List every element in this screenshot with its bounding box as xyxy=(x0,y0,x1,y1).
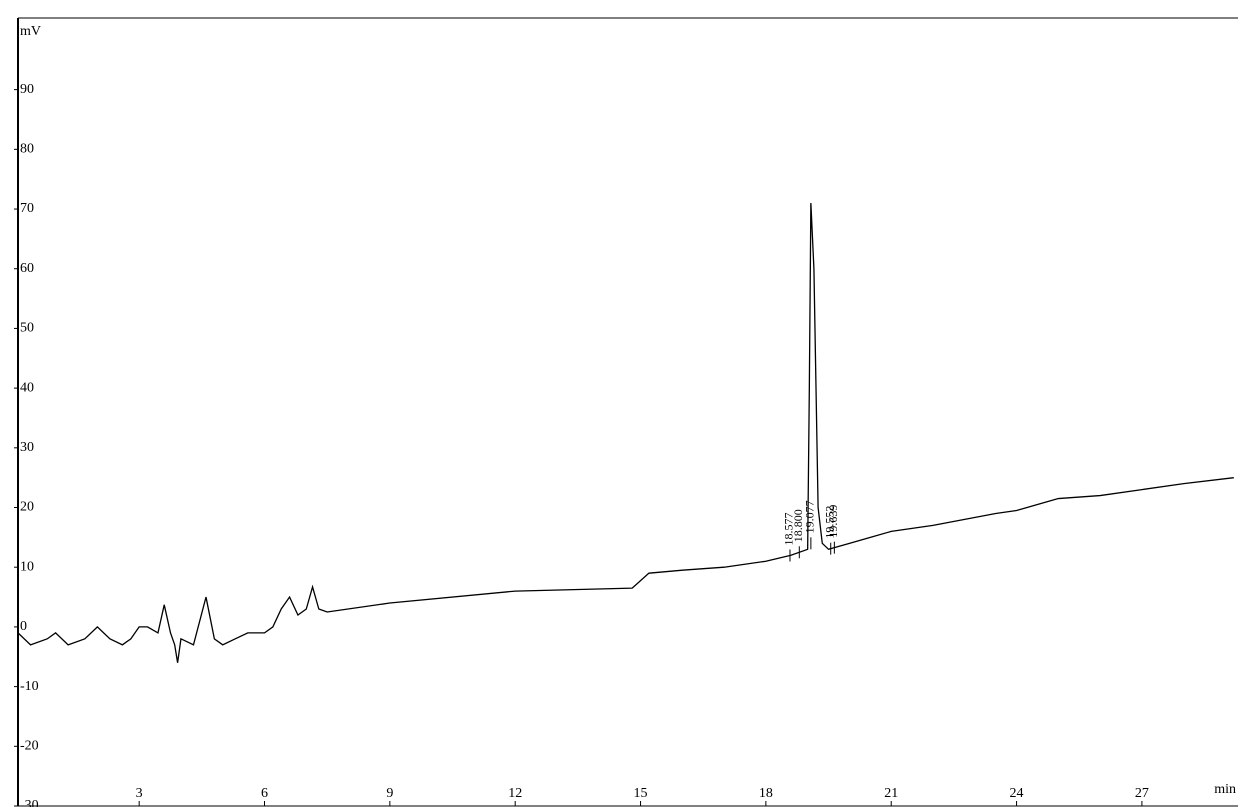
x-tick-label: 3 xyxy=(136,786,143,801)
y-axis-label: mV xyxy=(20,24,41,39)
x-tick-label: 18 xyxy=(759,786,773,801)
y-tick-label: 20 xyxy=(20,500,34,515)
y-tick-label: 10 xyxy=(20,559,34,574)
x-tick-label: 9 xyxy=(386,786,393,801)
y-tick-label: 80 xyxy=(20,142,34,157)
y-tick-label: 0 xyxy=(20,619,27,634)
y-tick-label: -30 xyxy=(20,798,39,807)
y-tick-label: -10 xyxy=(20,679,39,694)
x-tick-label: 6 xyxy=(261,786,268,801)
x-tick-label: 27 xyxy=(1135,786,1149,801)
x-axis-label: min xyxy=(1214,782,1236,797)
x-tick-label: 12 xyxy=(508,786,522,801)
y-tick-label: 90 xyxy=(20,82,34,97)
y-tick-label: 40 xyxy=(20,380,34,395)
chromatogram-line xyxy=(17,203,1234,663)
x-tick-label: 15 xyxy=(634,786,648,801)
y-tick-label: 30 xyxy=(20,440,34,455)
y-tick-label: 70 xyxy=(20,201,34,216)
y-tick-label: -20 xyxy=(20,739,39,754)
peak-label: 18.577 xyxy=(782,513,796,546)
peak-label: 19.552 xyxy=(822,506,836,539)
y-tick-label: 50 xyxy=(20,321,34,336)
y-tick-label: 60 xyxy=(20,261,34,276)
peak-label: 19.077 xyxy=(803,500,817,533)
peak-label: 18.800 xyxy=(791,509,805,542)
peak-label: 19.639 xyxy=(826,505,840,538)
x-tick-label: 21 xyxy=(884,786,898,801)
x-tick-label: 24 xyxy=(1010,786,1024,801)
